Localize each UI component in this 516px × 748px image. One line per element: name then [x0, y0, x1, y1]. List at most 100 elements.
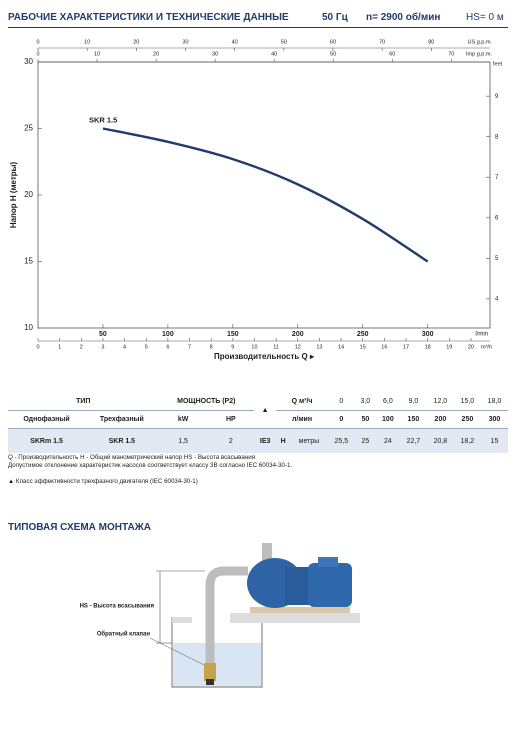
table-cell: 300 — [480, 410, 508, 429]
table-cell: 0 — [327, 393, 355, 411]
table-cell: 9,0 — [399, 393, 427, 411]
axis-tick-label: 2 — [80, 344, 83, 350]
strainer — [206, 679, 214, 685]
suction-height: HS= 0 м — [466, 12, 504, 23]
axis-tick-label: 12 — [295, 344, 301, 350]
y-tick-label: 10 — [24, 323, 33, 332]
y2-tick-label: 8 — [495, 134, 499, 140]
table-cell: 3,0 — [354, 393, 376, 411]
axis-tick-label: 6 — [166, 344, 169, 350]
table-cell: Q м³/ч — [276, 393, 328, 411]
y-tick-label: 30 — [24, 57, 33, 66]
suction-height-label: HS - Высота всасывания — [80, 604, 155, 610]
table-row: ТИП МОЩНОСТЬ (P2) ▲ Q м³/ч 0 3,0 6,0 9,0 12,0 15,… — [8, 393, 508, 429]
table-cell: 25,5 — [327, 428, 355, 453]
note: Q - Производительность H - Общий маномет… — [8, 454, 256, 461]
check-valve-label: Обратный клапан — [97, 631, 151, 638]
outlet-pipe — [262, 543, 272, 565]
axis-tick-label: 50 — [330, 51, 336, 57]
y2-tick-label: 7 — [495, 175, 499, 181]
table-cell: 250 — [453, 410, 481, 429]
axis-tick-label: 8 — [210, 344, 213, 350]
axis-tick-label: 10 — [84, 39, 90, 45]
table-cell: 100 — [375, 410, 400, 429]
plot-frame — [37, 61, 491, 329]
axis-tick-label: 70 — [379, 39, 385, 45]
title: РАБОЧИЕ ХАРАКТЕРИСТИКИ И ТЕХНИЧЕСКИЕ ДАН… — [8, 12, 289, 23]
installation-diagram: HS - Высота всасывания Обратный клапан — [80, 543, 360, 688]
axis-tick-label: 0 — [36, 51, 39, 57]
x-tick-label: 200 — [292, 331, 304, 338]
table-cell: Трехфазный — [85, 410, 159, 429]
y-tick-label: 20 — [24, 190, 33, 199]
axis-tick-label: 9 — [231, 344, 234, 350]
axis-tick-label: 15 — [360, 344, 366, 350]
y2-unit: feet — [493, 61, 503, 67]
table-cell: H — [276, 428, 291, 453]
table-cell: 1,5 — [158, 428, 208, 453]
chart: Напор H (метры) Производительность Q ▸ 1… — [9, 39, 503, 361]
table-cell: 200 — [426, 410, 454, 429]
pump-base — [250, 607, 350, 613]
table-cell: 25 — [354, 428, 376, 453]
x-tick-label: 300 — [422, 331, 434, 338]
section-title: ТИПОВАЯ СХЕМА МОНТАЖА — [8, 522, 151, 533]
axis-tick-label: 19 — [446, 344, 452, 350]
table-cell: 22,7 — [399, 428, 427, 453]
leader-line — [149, 637, 205, 666]
axis-tick-label: 14 — [338, 344, 344, 350]
x-tick-label: 150 — [227, 331, 239, 338]
axis-tick-label: 80 — [428, 39, 434, 45]
axis-tick-label: 60 — [330, 39, 336, 45]
axis-unit: Imp g.p.m. — [466, 51, 492, 57]
axis-tick-label: 5 — [145, 344, 148, 350]
table-cell: МОЩНОСТЬ (P2) — [158, 393, 255, 411]
frequency: 50 Гц — [322, 12, 348, 23]
check-valve — [204, 663, 216, 681]
axis-tick-label: 40 — [232, 39, 238, 45]
terminal-box — [318, 557, 338, 567]
axis-tick-label: 20 — [468, 344, 474, 350]
axis-tick-label: 1 — [58, 344, 61, 350]
axis-tick-label: 50 — [281, 39, 287, 45]
axis-unit: US g.p.m. — [468, 39, 493, 45]
axis-tick-label: 60 — [389, 51, 395, 57]
axis-tick-label: 0 — [36, 344, 39, 350]
y-tick-label: 15 — [24, 257, 33, 266]
header-rule — [8, 27, 508, 28]
table-cell: 15,0 — [453, 393, 481, 411]
table-cell: 6,0 — [375, 393, 400, 411]
table-cell: IE3 — [254, 428, 277, 453]
table-cell: 20,8 — [426, 428, 454, 453]
table-cell: Однофазный — [8, 410, 86, 429]
axis-tick-label: 16 — [381, 344, 387, 350]
axis-tick-label: 3 — [101, 344, 104, 350]
axis-tick-label: 10 — [94, 51, 100, 57]
axis-tick-label: 17 — [403, 344, 409, 350]
y2-tick-label: 5 — [495, 256, 499, 262]
table-cell: л/мин — [276, 410, 328, 429]
y2-tick-label: 4 — [495, 296, 499, 302]
note: ▲ Класс эффективности трехфазного двигат… — [8, 478, 198, 485]
speed: n= 2900 об/мин — [366, 12, 441, 23]
data-table: ТИП МОЩНОСТЬ (P2) ▲ Q м³/ч 0 3,0 6,0 9,0 12,0 15,… — [8, 393, 508, 453]
axis-unit: m³/h — [481, 344, 492, 350]
motor — [308, 563, 352, 607]
axis-tick-label: 13 — [316, 344, 322, 350]
table-cell: 18,2 — [453, 428, 481, 453]
axis-tick-label: 30 — [182, 39, 188, 45]
table-cell: 50 — [354, 410, 376, 429]
table-cell: метры — [290, 428, 328, 453]
suction-pipe — [205, 566, 248, 675]
axis-tick-label: 30 — [212, 51, 218, 57]
y2-tick-label: 9 — [495, 94, 499, 100]
x-unit: l/min — [475, 332, 488, 338]
table-cell: 24 — [375, 428, 400, 453]
x-axis-label: Производительность Q ▸ — [214, 352, 315, 361]
table-cell: 0 — [327, 410, 355, 429]
axis-tick-label: 7 — [188, 344, 191, 350]
table-cell: 2 — [207, 428, 255, 453]
